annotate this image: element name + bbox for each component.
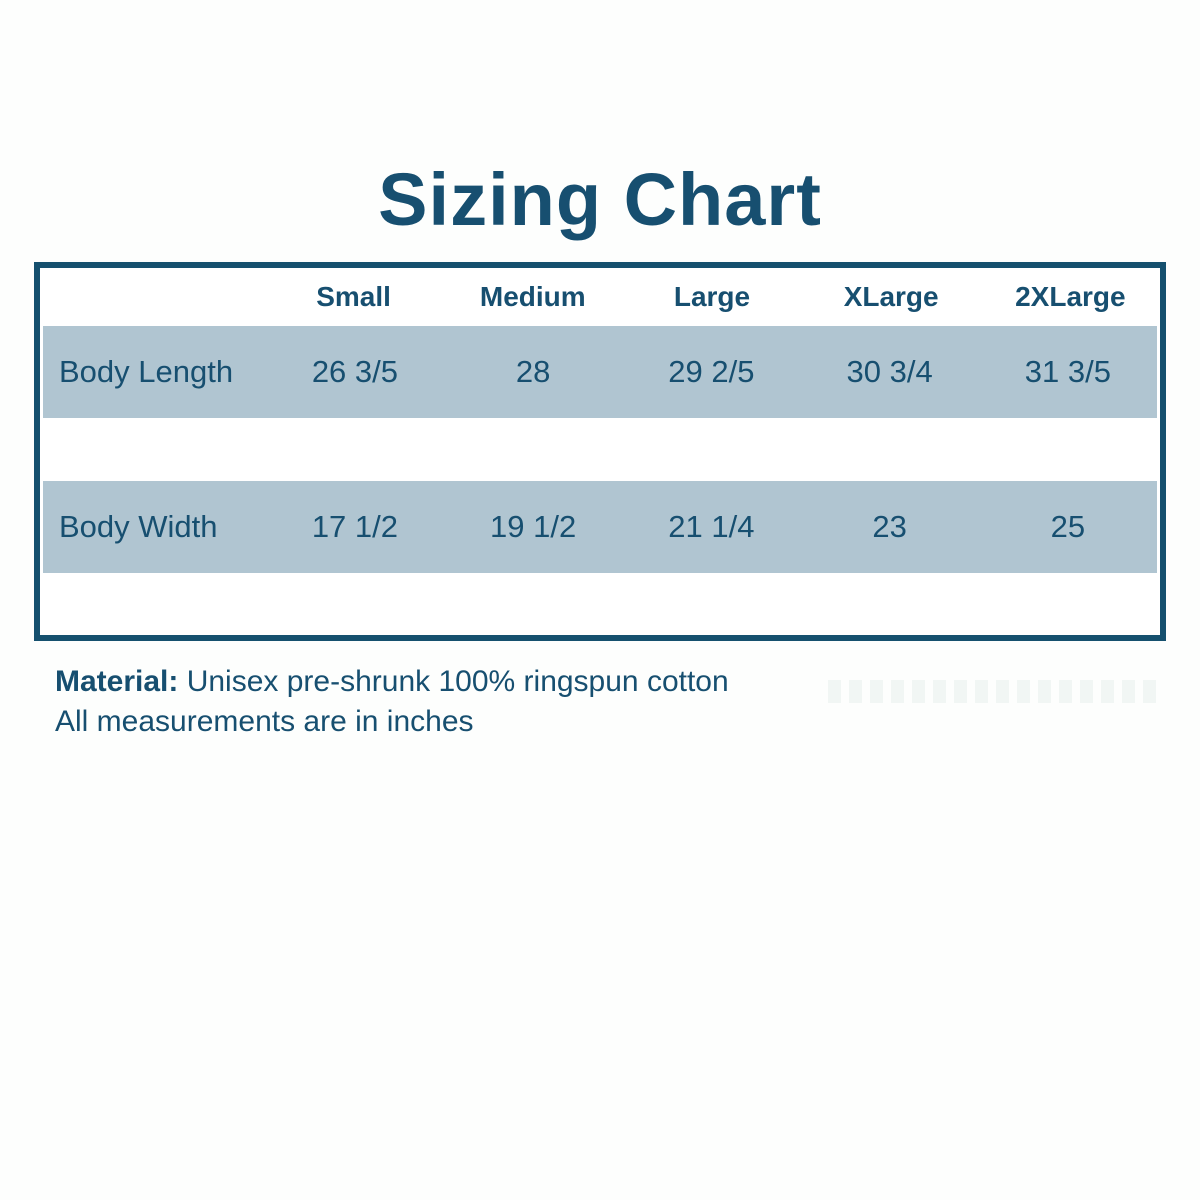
body-length-xlarge: 30 3/4 [846,354,933,389]
sizing-chart-page: Sizing Chart Small Medium Large XLarge 2… [34,158,1166,742]
bottom-spacer-row [40,573,1160,635]
body-length-small: 26 3/5 [311,354,399,389]
page-title: Sizing Chart [378,158,822,241]
row-label-body-length: Body Length [59,354,234,389]
measurements-note: All measurements are in inches [55,705,474,738]
table-header-row: Small Medium Large XLarge 2XLarge [40,268,1160,326]
column-header-small: Small [316,281,391,312]
column-header-medium: Medium [479,281,586,312]
table-row-body-length: Body Length 26 3/5 28 29 2/5 30 3/4 31 3… [43,326,1157,418]
body-length-2xlarge: 31 3/5 [1024,354,1111,389]
body-width-small: 17 1/2 [311,509,399,544]
column-header-xlarge: XLarge [843,281,939,312]
body-length-medium: 28 [515,354,551,389]
row-label-body-width: Body Width [59,509,218,544]
column-header-large: Large [673,281,751,312]
body-length-large: 29 2/5 [668,354,755,389]
material-label: Material: [55,665,179,698]
material-text: Unisex pre-shrunk 100% ringspun cotton [178,665,729,698]
table-row-body-width: Body Width 17 1/2 19 1/2 21 1/4 23 25 [43,481,1157,573]
column-header-2xlarge: 2XLarge [1015,281,1126,312]
body-width-large: 21 1/4 [668,509,755,544]
sizing-table: Small Medium Large XLarge 2XLarge Body L… [34,262,1166,641]
material-note: Material: Unisex pre-shrunk 100% ringspu… [55,662,1166,702]
body-width-medium: 19 1/2 [490,509,577,544]
body-width-2xlarge: 25 [1050,509,1086,544]
footer-notes: Material: Unisex pre-shrunk 100% ringspu… [55,662,1166,742]
body-width-xlarge: 23 [872,509,907,544]
spacer-row [40,418,1160,481]
